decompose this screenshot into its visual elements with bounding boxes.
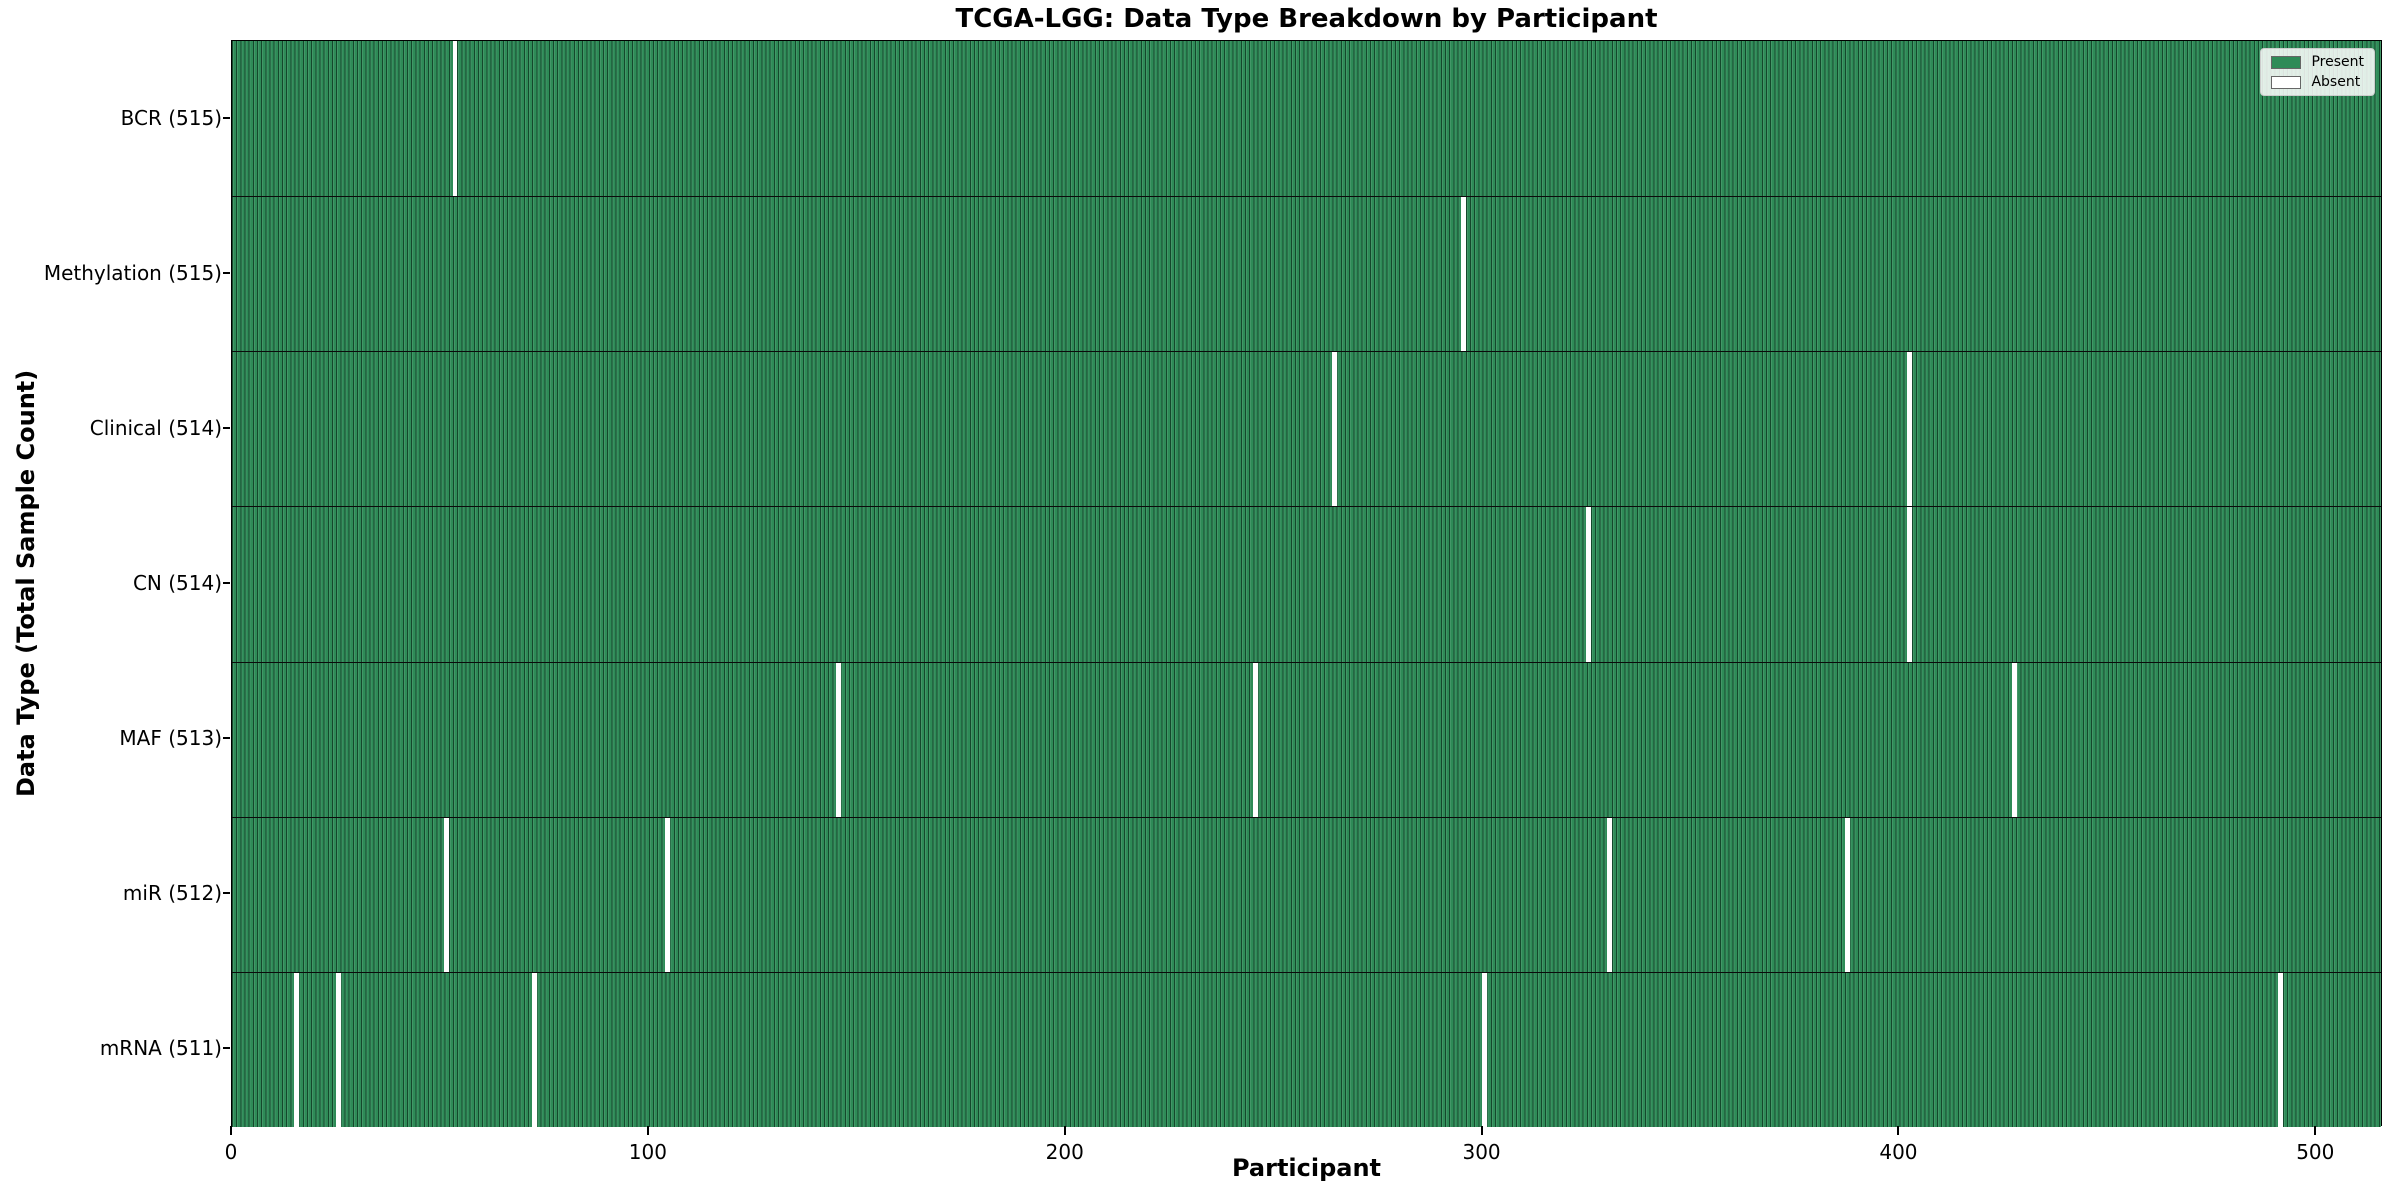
row-miR [232, 816, 2381, 972]
absent-gap [1482, 972, 1488, 1127]
legend-label: Present [2311, 54, 2364, 70]
absent-gap [2278, 972, 2284, 1127]
legend-swatch-absent-icon [2271, 75, 2302, 89]
xtick-label: 100 [628, 1140, 667, 1164]
ytick-label: CN (514) [132, 571, 222, 595]
ytick-label: mRNA (511) [99, 1036, 222, 1061]
y-axis-label: Data Type (Total Sample Count) [12, 369, 40, 797]
row-Clinical [232, 351, 2381, 507]
absent-gap [1844, 817, 1850, 972]
absent-gap [1252, 662, 1258, 817]
xtick-label: 400 [1879, 1140, 1918, 1164]
absent-gap [1607, 817, 1613, 972]
ytick-label: Clinical (514) [89, 415, 222, 440]
x-axis-label: Participant [1231, 1154, 1382, 1182]
row-CN [232, 506, 2381, 662]
ytick-mark [223, 271, 230, 274]
legend-label: Absent [2311, 74, 2361, 90]
absent-gap [294, 972, 300, 1127]
xtick-mark [1480, 1126, 1483, 1135]
ytick-mark [223, 737, 230, 740]
ytick-label: Methylation (515) [43, 260, 222, 285]
absent-gap [452, 41, 458, 197]
absent-gap [1461, 197, 1467, 352]
absent-gap [2011, 662, 2017, 817]
legend-entry-absent: Absent [2271, 75, 2364, 89]
row-Methylation [232, 196, 2381, 352]
row-MAF [232, 661, 2381, 817]
xtick-label: 200 [1045, 1140, 1084, 1164]
ytick-label: BCR (515) [120, 105, 222, 130]
xtick-mark [230, 1126, 232, 1135]
ytick-label: miR (512) [122, 881, 222, 906]
xtick-label: 500 [2296, 1140, 2335, 1164]
legend-entry-present: Present [2271, 55, 2364, 69]
absent-gap [1907, 352, 1913, 507]
legend-swatch-present-icon [2271, 55, 2302, 69]
absent-gap [1586, 507, 1592, 662]
xtick-mark [1063, 1126, 1066, 1135]
ytick-mark [223, 1047, 230, 1050]
xtick-label: 300 [1462, 1140, 1501, 1164]
absent-gap [1907, 507, 1913, 662]
xtick-mark [1897, 1126, 1900, 1135]
absent-gap [444, 817, 450, 972]
xtick-label: 0 [224, 1140, 238, 1164]
row-BCR [232, 41, 2381, 197]
chart-title: TCGA-LGG: Data Type Breakdown by Partici… [955, 4, 1658, 34]
ytick-mark [223, 426, 230, 429]
ytick-mark [223, 116, 230, 119]
ytick-mark [223, 582, 230, 584]
ytick-mark [223, 892, 230, 895]
absent-gap [335, 972, 341, 1127]
absent-gap [531, 972, 537, 1127]
absent-gap [665, 817, 671, 972]
xtick-mark [646, 1126, 649, 1135]
ytick-label: MAF (513) [119, 726, 222, 751]
row-mRNA [232, 971, 2381, 1127]
absent-gap [836, 662, 841, 817]
xtick-mark [2314, 1126, 2317, 1135]
plot-area: Present Absent [231, 40, 2382, 1127]
legend: Present Absent [2260, 48, 2375, 96]
absent-gap [1332, 352, 1338, 507]
